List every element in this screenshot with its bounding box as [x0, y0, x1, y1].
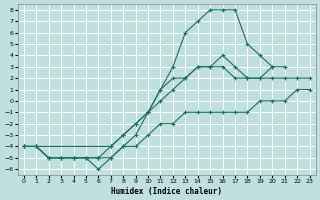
X-axis label: Humidex (Indice chaleur): Humidex (Indice chaleur): [111, 187, 222, 196]
